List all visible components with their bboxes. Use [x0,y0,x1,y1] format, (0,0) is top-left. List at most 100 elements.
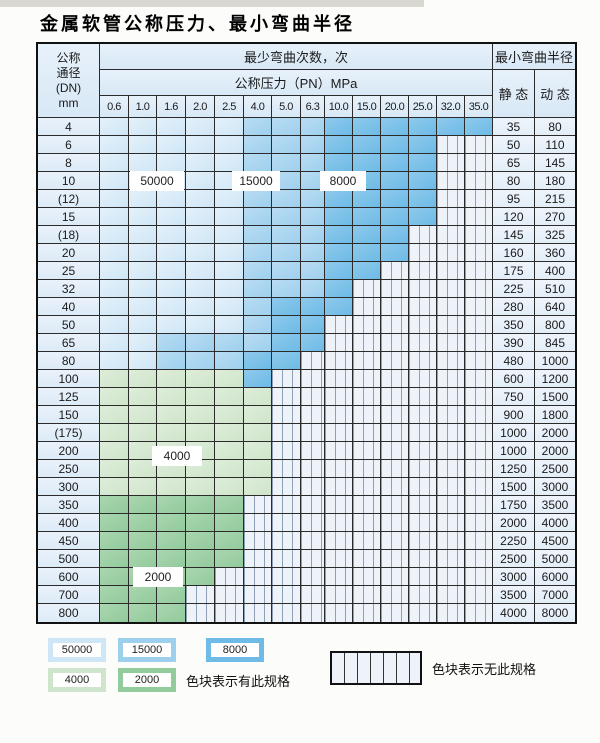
cycle-cell [381,496,409,514]
cycle-cell [215,442,244,460]
cycle-cell [381,406,409,424]
dn-cell: 8 [38,154,100,172]
cycle-cell [325,532,353,550]
cycle-cell [100,568,129,586]
cycle-cell [100,190,129,208]
dynamic-radius-cell: 400 [535,262,575,280]
cycle-cell [301,298,325,316]
cycle-cell [381,388,409,406]
dynamic-radius-cell: 215 [535,190,575,208]
cycle-cell [272,514,301,532]
cycle-cell [100,478,129,496]
cycle-cell [272,280,301,298]
cycle-cell [465,514,493,532]
cycle-cell [437,172,465,190]
pressure-tick: 5.0 [272,96,301,118]
cycle-cell [437,298,465,316]
dynamic-radius-cell: 110 [535,136,575,154]
cycle-cell [186,154,215,172]
cycle-cell [325,586,353,604]
cycle-cell [157,316,186,334]
cycle-cell [325,316,353,334]
cycle-cell [437,514,465,532]
cycle-cell [129,352,157,370]
cycle-cell [100,406,129,424]
pressure-tick: 32.0 [437,96,465,118]
cycle-cell [186,298,215,316]
dynamic-radius-cell: 845 [535,334,575,352]
cycle-cell [353,550,381,568]
table-row: 15 120 270 [38,208,575,226]
cycle-cell [157,154,186,172]
cycle-cell [465,406,493,424]
cycle-cell [157,496,186,514]
dn-cell: 600 [38,568,100,586]
cycle-cell [186,604,215,622]
table-row: 350 1750 3500 [38,496,575,514]
table-body: 4 35 80 6 50 110 8 65 145 10 80 180 (12) 95 215 15 120 27… [38,118,575,622]
legend-swatch-4000: 4000 [48,668,106,692]
cycle-cell [409,262,437,280]
cycle-cell [129,244,157,262]
dn-cell: 300 [38,478,100,496]
cycle-cell [244,136,272,154]
cycle-cell [437,316,465,334]
cycle-cell [100,298,129,316]
cycle-cell [215,586,244,604]
cycle-cell [157,388,186,406]
cycle-cell [409,316,437,334]
cycle-cell [186,208,215,226]
static-radius-cell: 750 [493,388,535,406]
cycle-cell [244,604,272,622]
static-radius-cell: 480 [493,352,535,370]
dynamic-radius-cell: 270 [535,208,575,226]
cycle-cell [272,334,301,352]
cycle-cell [100,586,129,604]
cycle-cell [437,370,465,388]
dn-header-line: 公称 [56,50,81,65]
cycle-cell [129,532,157,550]
region-label-50000: 50000 [130,171,184,191]
dn-header-line: mm [58,95,79,110]
static-radius-cell: 2250 [493,532,535,550]
cycle-cell [186,118,215,136]
cycle-cell [325,280,353,298]
cycle-cell [301,352,325,370]
cycle-cell [409,550,437,568]
legend-swatch-50000: 50000 [48,638,106,662]
dynamic-radius-cell: 1500 [535,388,575,406]
cycle-cell [244,496,272,514]
cycle-cell [325,262,353,280]
cycle-cell [353,442,381,460]
cycle-cell [409,496,437,514]
cycle-cell [129,118,157,136]
dynamic-radius-cell: 325 [535,226,575,244]
cycle-cell [157,190,186,208]
dn-cell: 400 [38,514,100,532]
cycle-cell [325,514,353,532]
cycle-cell [325,406,353,424]
static-radius-cell: 280 [493,298,535,316]
cycle-cell [381,118,409,136]
cycle-cell [244,226,272,244]
cycle-cell [157,136,186,154]
table-row: 700 3500 7000 [38,586,575,604]
cycle-cell [381,316,409,334]
table-row: 100 600 1200 [38,370,575,388]
cycle-cell [157,370,186,388]
cycle-cell [186,190,215,208]
cycle-cell [215,478,244,496]
cycle-cell [409,478,437,496]
dn-cell: 4 [38,118,100,136]
dn-cell: 32 [38,280,100,298]
cycle-cell [129,388,157,406]
cycle-cell [186,568,215,586]
table-row: 6 50 110 [38,136,575,154]
cycle-cell [100,604,129,622]
cycle-cell [100,352,129,370]
cycle-cell [129,496,157,514]
dynamic-radius-cell: 2000 [535,424,575,442]
cycle-cell [301,550,325,568]
cycle-cell [272,532,301,550]
table-header: 公称 通径 (DN) mm 最少弯曲次数，次 最小弯曲半径 公称压力（PN）MPa 静 态动 … [38,44,575,118]
